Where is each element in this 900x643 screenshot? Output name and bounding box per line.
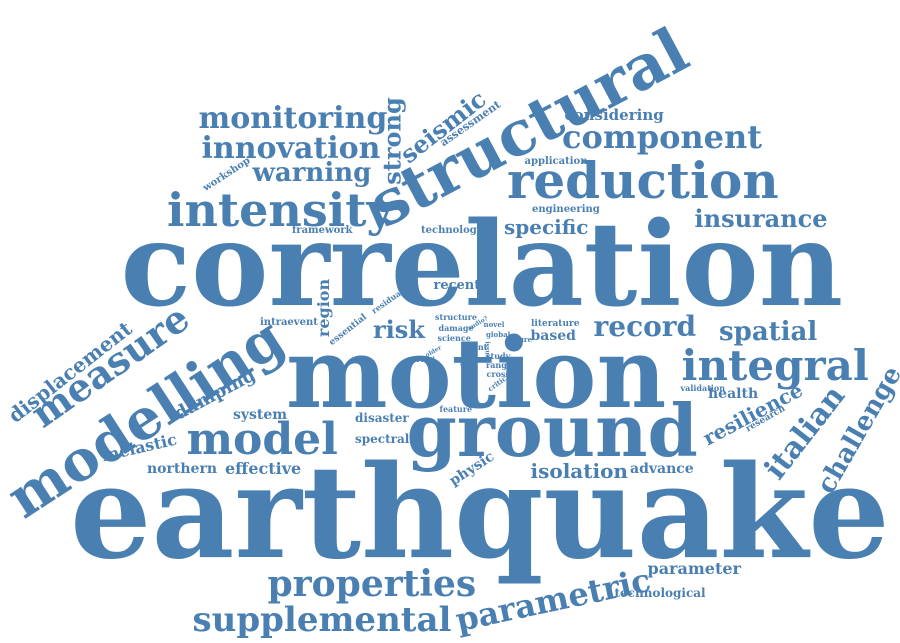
word-feature: feature [439, 404, 473, 414]
word-intensity: intensity [167, 183, 394, 237]
word-specific: specific [504, 215, 589, 239]
word-literature: literature [531, 318, 580, 329]
word-novel: novel [483, 319, 505, 329]
word-spatial: spatial [719, 317, 818, 347]
word-event: event [463, 342, 488, 352]
word-correlation: correlation [120, 197, 844, 333]
word-record: record [593, 310, 697, 343]
word-disaster: disaster [355, 411, 409, 425]
word-application: application [524, 156, 588, 167]
word-advance: advance [630, 461, 694, 477]
word-isolation: isolation [530, 459, 628, 483]
word-region: region [314, 278, 334, 338]
word-ground: ground [406, 388, 698, 473]
word-model: model [186, 414, 338, 465]
word-validation: validation [680, 383, 726, 393]
word-earthquake: earthquake [70, 438, 890, 588]
word-reduction: reduction [507, 151, 779, 210]
word-issue: issue [483, 341, 491, 359]
word-warning: warning [252, 158, 372, 188]
word-technological: technological [614, 586, 706, 600]
word-structure: structure [435, 312, 477, 322]
word-motion: motion [286, 317, 667, 430]
word-spectral: spectral [355, 432, 410, 446]
word-effective: effective [225, 459, 302, 478]
word-monitoring: monitoring [198, 101, 388, 136]
word-component: component [562, 118, 763, 156]
word-properties: properties [267, 563, 477, 605]
word-damage: damage [438, 323, 474, 333]
word-considering: considering [564, 105, 664, 124]
word-engineering: engineering [532, 204, 600, 215]
word-insurance: insurance [694, 204, 828, 233]
word-intraevent: intraevent [260, 317, 318, 328]
word-range: range [486, 360, 512, 370]
word-trend: trend [413, 354, 435, 364]
word-supplemental: supplemental [192, 600, 452, 640]
word-science: science [437, 333, 471, 343]
word-cross: cross [486, 369, 510, 379]
word-integral: integral [681, 341, 869, 390]
word-based: based [530, 328, 576, 344]
word-parameter: parameter [647, 559, 741, 578]
word-risk: risk [373, 315, 425, 344]
word-study: study [486, 351, 511, 361]
word-future: future [507, 334, 533, 344]
word-health: health [708, 386, 759, 402]
word-northern: northern [147, 461, 217, 477]
word-system: system [233, 407, 288, 423]
word-technology: technology [421, 225, 483, 236]
word-framework: framework [292, 225, 353, 236]
word-recent: recent [433, 277, 481, 293]
word-global: global [486, 329, 511, 339]
word-innovation: innovation [201, 131, 381, 166]
